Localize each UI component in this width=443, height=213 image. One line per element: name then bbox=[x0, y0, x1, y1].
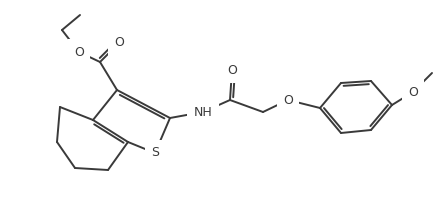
Text: O: O bbox=[408, 85, 418, 98]
Text: NH: NH bbox=[194, 105, 212, 118]
Text: S: S bbox=[151, 147, 159, 160]
Text: O: O bbox=[283, 94, 293, 106]
Text: O: O bbox=[74, 46, 84, 59]
Text: O: O bbox=[114, 36, 124, 49]
Text: O: O bbox=[227, 63, 237, 76]
